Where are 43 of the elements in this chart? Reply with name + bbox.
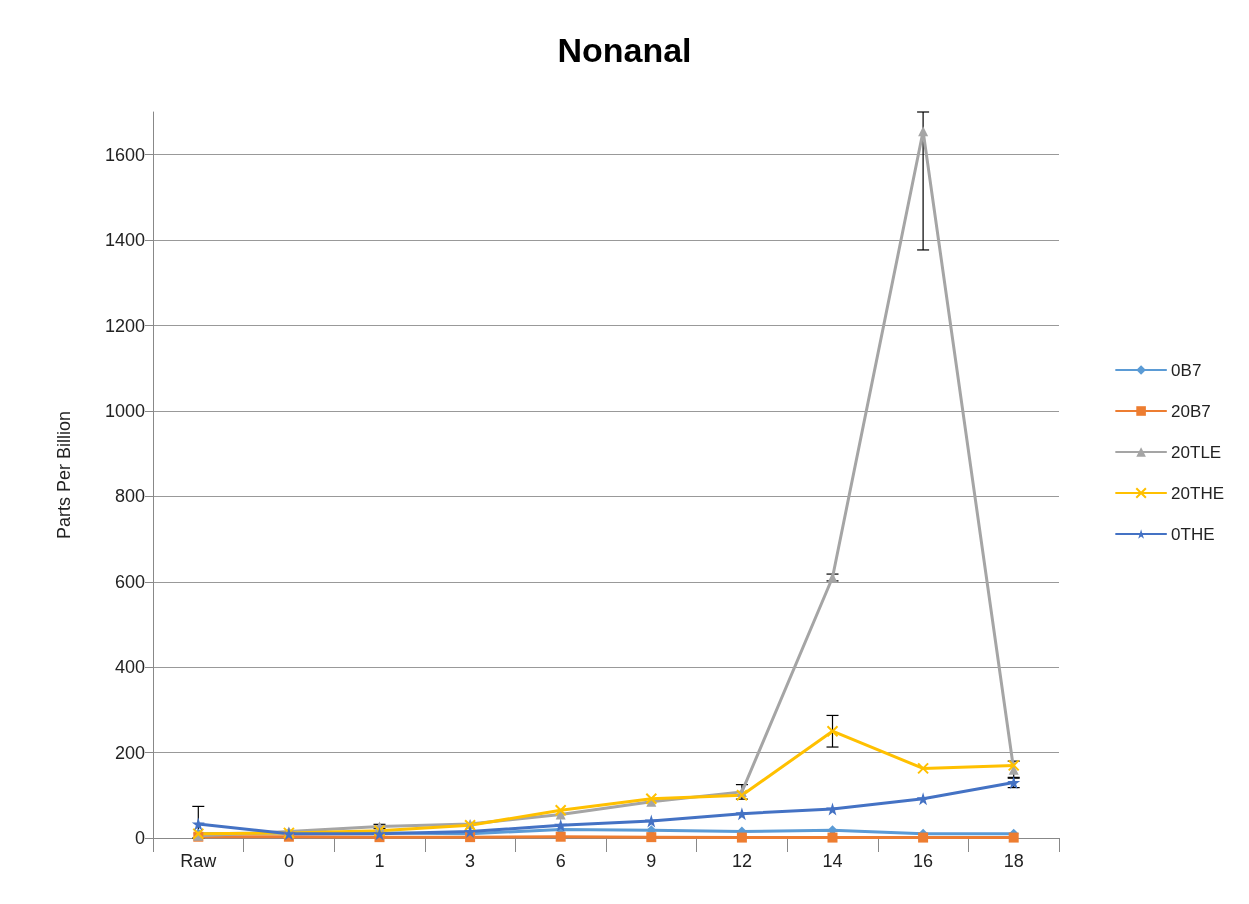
point [646,832,657,843]
point [826,725,839,738]
x-tick-label: 9 [646,851,657,871]
y-tick-label: 0 [134,828,145,848]
y-tick-label: 1000 [104,400,145,421]
y-tick-label: 1200 [104,315,145,336]
x-tick-label: 3 [465,851,476,871]
y-axis-title: Parts Per Billion [54,410,74,540]
point [827,832,838,843]
y-tick-label: 400 [114,657,145,678]
y-tick-label: 200 [114,742,145,763]
point [191,817,205,831]
point [554,804,567,817]
legend-label: 20B7 [1171,401,1211,421]
x-tick-label: 18 [1003,851,1024,871]
point [826,802,839,816]
point [918,832,929,843]
point [735,789,748,802]
legend-label: 20TLE [1171,442,1222,462]
x-tick-label: 14 [822,851,843,871]
x-tick-label: Raw [180,851,218,871]
x-tick-label: 16 [913,851,934,871]
point [555,831,566,842]
point [1008,832,1019,843]
point [736,832,747,843]
point [554,818,568,832]
point [917,762,930,775]
y-tick-label: 1400 [104,230,145,251]
x-tick-label: 6 [555,851,566,871]
y-tick-label: 800 [114,486,145,507]
chart-title: Nonanal [557,31,692,69]
point [644,814,658,828]
x-tick-label: 0 [283,851,294,871]
y-tick-label: 1600 [104,144,145,165]
point [645,792,658,805]
point [1007,759,1020,772]
x-tick-label: 12 [731,851,752,871]
x-tick-label: 1 [374,851,385,871]
legend-label: 0B7 [1171,360,1202,380]
legend-label: 20THE [1171,483,1225,503]
point [918,126,929,137]
y-tick-label: 600 [114,571,145,592]
legend-label: 0THE [1171,524,1215,544]
